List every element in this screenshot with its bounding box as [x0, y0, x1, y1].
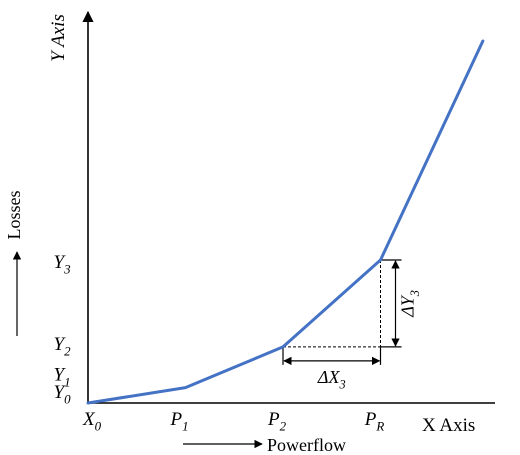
x-tick-label: PR	[364, 409, 385, 434]
powerflow-label: Powerflow	[267, 435, 346, 455]
y-tick-label: Y0	[53, 382, 71, 407]
x-axis-title: X Axis	[422, 415, 475, 436]
y-axis-title: Y Axis	[48, 14, 69, 62]
x-tick-label: P2	[267, 409, 287, 434]
x-tick-label: X0	[82, 409, 102, 434]
dy-label: ΔY3	[398, 290, 422, 318]
y-tick-label: Y3	[53, 252, 70, 277]
dx-label: ΔX3	[317, 367, 346, 391]
x-tick-label: P1	[169, 409, 188, 434]
losses-label: Losses	[4, 191, 24, 240]
y-tick-label: Y2	[53, 334, 71, 359]
losses-curve	[86, 39, 485, 405]
y-tick-label: Y1	[53, 365, 70, 390]
